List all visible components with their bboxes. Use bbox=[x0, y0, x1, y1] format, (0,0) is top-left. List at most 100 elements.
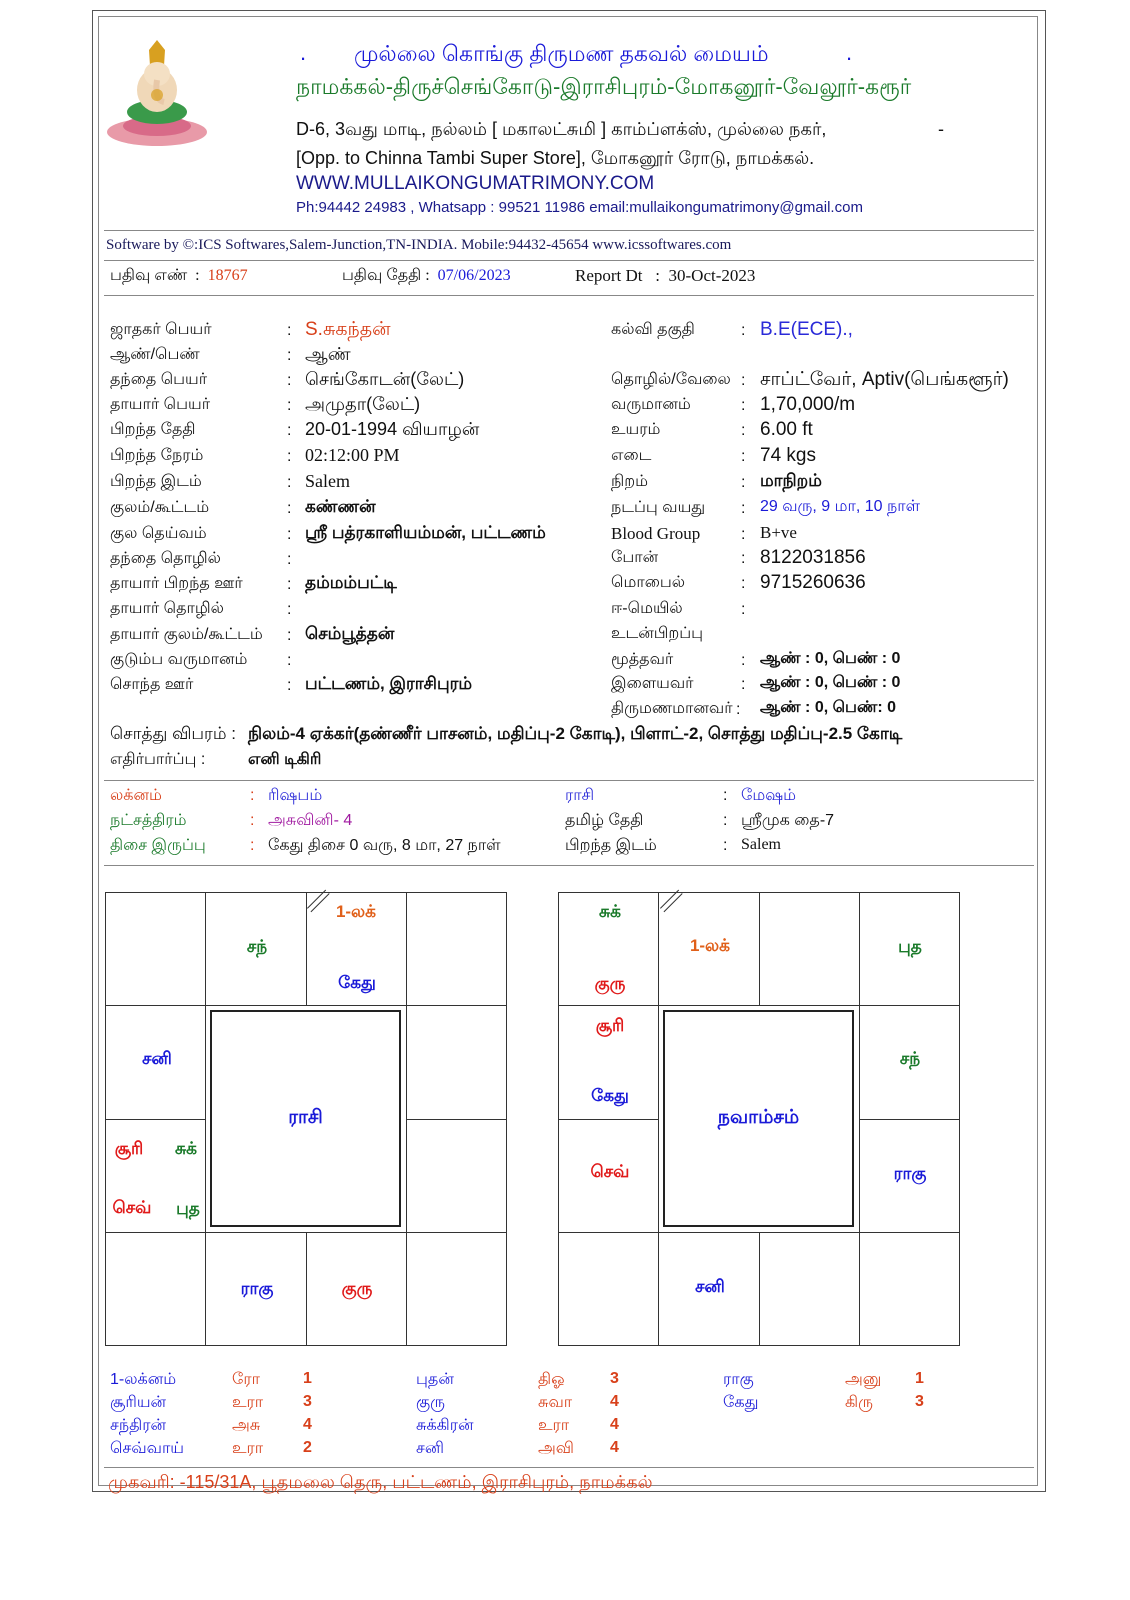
planet-label: 1-லக் bbox=[335, 902, 377, 921]
planet-star: அவி bbox=[538, 1440, 574, 1457]
astro-colon: : bbox=[723, 812, 728, 829]
astro-colon: : bbox=[250, 837, 255, 854]
planet-pada: 1 bbox=[303, 1370, 312, 1387]
planet-label: செவ் bbox=[590, 1162, 630, 1181]
field-label: திருமணமானவர் bbox=[611, 700, 733, 717]
field-colon: : bbox=[287, 372, 292, 389]
astro-value: கேது திசை 0 வரு, 8 மா, 27 நாள் bbox=[268, 837, 501, 854]
report-date-label: Report Dt : 30-Oct-2023 bbox=[575, 266, 756, 285]
field-colon: : bbox=[287, 347, 292, 364]
field-colon: : bbox=[287, 551, 292, 568]
field-label: தாயார் பிறந்த ஊர் bbox=[110, 575, 243, 592]
divider bbox=[104, 865, 1034, 866]
field-label: நடப்பு வயது bbox=[611, 499, 706, 516]
title-dot-left: . bbox=[300, 40, 307, 65]
planet-name: 1-லக்னம் bbox=[110, 1371, 177, 1388]
field-label: குடும்ப வருமானம் bbox=[110, 651, 248, 668]
planet-name: ராகு bbox=[723, 1371, 754, 1388]
field-colon: : bbox=[287, 422, 292, 439]
planet-star: சுவா bbox=[538, 1394, 573, 1411]
planet-label: சந் bbox=[899, 1049, 921, 1068]
field-value: 20-01-1994 வியாழன் bbox=[305, 419, 480, 439]
planet-star: திஓ bbox=[538, 1371, 565, 1388]
chart-title: நவாம்சம் bbox=[717, 1106, 800, 1128]
astro-colon: : bbox=[250, 787, 255, 804]
field-label: சொந்த ஊர் bbox=[110, 676, 194, 693]
field-label: நிறம் bbox=[611, 473, 649, 490]
field-label: ஆண்/பெண் bbox=[110, 346, 200, 363]
website[interactable]: WWW.MULLAIKONGUMATRIMONY.COM bbox=[296, 173, 655, 194]
planet-label: 1-லக் bbox=[689, 936, 731, 955]
planet-pada: 4 bbox=[610, 1393, 619, 1410]
field-label: பிறந்த தேதி bbox=[110, 421, 196, 438]
planet-name: சனி bbox=[416, 1440, 444, 1457]
house-cell bbox=[105, 1231, 207, 1346]
field-colon: : bbox=[287, 526, 292, 543]
address-line-2: [Opp. to Chinna Tambi Super Store], மோகன… bbox=[296, 148, 815, 168]
field-label: கல்வி தகுதி bbox=[611, 321, 695, 338]
navamsa-chart: நவாம்சம் bbox=[558, 892, 960, 1346]
field-value: சாப்ட்வேர், Aptiv(பெங்களூர்) bbox=[760, 369, 1009, 390]
field-value: ஆண் : 0, பெண் : 0 bbox=[760, 650, 901, 667]
house-cell bbox=[758, 892, 860, 1007]
astro-value: Salem bbox=[741, 836, 781, 853]
field-colon: : bbox=[287, 601, 292, 618]
planet-star: கிரு bbox=[845, 1394, 873, 1411]
planet-label: சுக் bbox=[599, 902, 621, 921]
planet-name: சந்திரன் bbox=[110, 1417, 167, 1434]
astro-value: ரிஷபம் bbox=[268, 787, 323, 804]
field-label: தாயார் குலம்/கூட்டம் bbox=[110, 626, 263, 643]
field-label: ஜாதகர் பெயர் bbox=[110, 321, 212, 338]
towns-line: நாமக்கல்-திருச்செங்கோடு-இராசிபுரம்-மோகனூ… bbox=[296, 74, 912, 99]
property-label: சொத்து விபரம் : bbox=[110, 724, 236, 743]
field-value: 9715260636 bbox=[760, 572, 866, 593]
rasi-chart: ராசி bbox=[105, 892, 507, 1346]
planet-pada: 2 bbox=[303, 1439, 312, 1456]
field-label: பிறந்த இடம் bbox=[110, 473, 202, 490]
planet-label: ராகு bbox=[240, 1279, 274, 1298]
contact-line: Ph:94442 24983 , Whatsapp : 99521 11986 … bbox=[296, 199, 863, 216]
reg-date: 07/06/2023 bbox=[437, 267, 511, 284]
field-value: ஆண் bbox=[305, 344, 351, 364]
astro-colon: : bbox=[250, 812, 255, 829]
field-value: ஆண் : 0, பெண்: 0 bbox=[760, 699, 896, 716]
divider bbox=[104, 1467, 1034, 1468]
planet-star: அனு bbox=[845, 1371, 882, 1388]
title-dot-right: . bbox=[846, 40, 853, 65]
address-line-1: D-6, 3வது மாடி, நல்லம் [ மகாலட்சுமி ] கா… bbox=[296, 119, 827, 139]
house-cell bbox=[558, 1231, 660, 1346]
field-label: தந்தை பெயர் bbox=[110, 371, 208, 388]
planet-label: சுக் bbox=[175, 1139, 197, 1158]
field-colon: : bbox=[741, 500, 746, 517]
planet-star: அசு bbox=[232, 1417, 261, 1434]
astro-label: ராசி bbox=[565, 787, 595, 804]
planet-pada: 4 bbox=[303, 1416, 312, 1433]
planet-label: சந் bbox=[246, 937, 268, 956]
planet-label: சனி bbox=[142, 1049, 172, 1068]
field-value: B.E(ECE)., bbox=[760, 319, 853, 340]
field-value: 02:12:00 PM bbox=[305, 445, 400, 465]
field-label: குலம்/கூட்டம் bbox=[110, 499, 210, 516]
house-cell bbox=[405, 1231, 507, 1346]
field-value: கண்ணன் bbox=[305, 497, 376, 516]
field-value: Salem bbox=[305, 471, 350, 491]
field-label: மூத்தவர் bbox=[611, 651, 674, 668]
field-colon: : bbox=[287, 652, 292, 669]
planet-name: கேது bbox=[723, 1394, 759, 1411]
house-cell bbox=[105, 892, 207, 1007]
chart-title: ராசி bbox=[288, 1106, 323, 1128]
field-label: பிறந்த நேரம் bbox=[110, 447, 204, 464]
field-label: வருமானம் bbox=[611, 396, 691, 413]
field-colon: : bbox=[741, 422, 746, 439]
astro-label: தமிழ் தேதி bbox=[565, 812, 644, 829]
planet-name: புதன் bbox=[416, 1371, 454, 1388]
planet-star: உரா bbox=[232, 1394, 264, 1411]
expectation-value: எனி டிகிரி bbox=[248, 751, 322, 768]
field-value: S.சுகந்தன் bbox=[305, 319, 391, 340]
field-colon: : bbox=[741, 397, 746, 414]
astro-label: பிறந்த இடம் bbox=[565, 837, 657, 854]
house-cell bbox=[758, 1231, 860, 1346]
property-value: நிலம்-4 ஏக்கர்(தண்ணீர் பாசனம், மதிப்பு-2… bbox=[248, 724, 903, 743]
house-cell bbox=[405, 892, 507, 1007]
